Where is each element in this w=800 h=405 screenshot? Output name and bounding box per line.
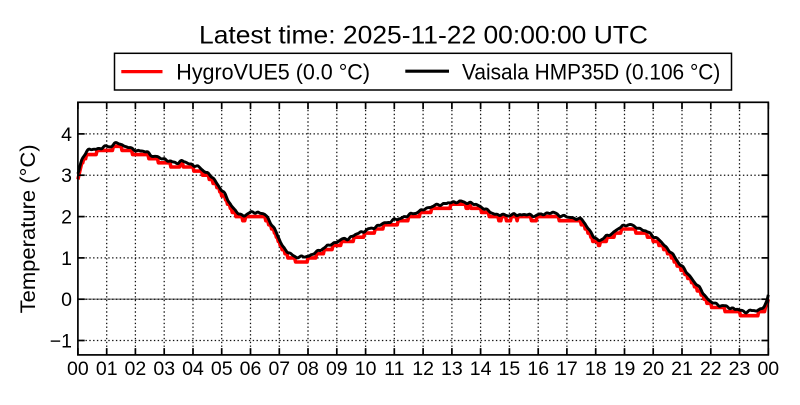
svg-text:22: 22: [700, 358, 722, 380]
svg-text:23: 23: [729, 358, 751, 380]
svg-text:02: 02: [125, 358, 147, 380]
svg-text:19: 19: [614, 358, 636, 380]
svg-text:1: 1: [61, 248, 72, 270]
svg-text:03: 03: [153, 358, 175, 380]
svg-text:2: 2: [61, 207, 72, 229]
svg-text:10: 10: [355, 358, 377, 380]
svg-text:17: 17: [556, 358, 578, 380]
svg-text:20: 20: [642, 358, 664, 380]
svg-text:00: 00: [757, 358, 779, 380]
svg-text:HygroVUE5 (0.0 °C): HygroVUE5 (0.0 °C): [176, 60, 370, 85]
svg-text:3: 3: [61, 165, 72, 187]
svg-text:16: 16: [527, 358, 549, 380]
svg-text:05: 05: [211, 358, 233, 380]
svg-text:−1: −1: [50, 331, 72, 353]
svg-text:12: 12: [412, 358, 434, 380]
svg-text:06: 06: [240, 358, 262, 380]
svg-text:0: 0: [61, 289, 72, 311]
svg-text:4: 4: [61, 124, 72, 146]
svg-text:Vaisala HMP35D (0.106 °C): Vaisala HMP35D (0.106 °C): [462, 60, 720, 85]
svg-text:04: 04: [182, 358, 204, 380]
svg-text:11: 11: [384, 358, 404, 380]
svg-text:18: 18: [585, 358, 607, 380]
svg-text:07: 07: [268, 358, 290, 380]
svg-text:Temperature (°C): Temperature (°C): [17, 144, 40, 313]
svg-text:09: 09: [326, 358, 348, 380]
svg-text:08: 08: [297, 358, 319, 380]
svg-text:13: 13: [441, 358, 463, 380]
svg-text:14: 14: [470, 358, 492, 380]
svg-text:00: 00: [67, 358, 89, 380]
svg-text:Latest time: 2025-11-22 00:00:: Latest time: 2025-11-22 00:00:00 UTC: [199, 22, 648, 50]
svg-text:01: 01: [96, 358, 118, 380]
svg-text:15: 15: [499, 358, 521, 380]
svg-text:21: 21: [671, 358, 693, 380]
